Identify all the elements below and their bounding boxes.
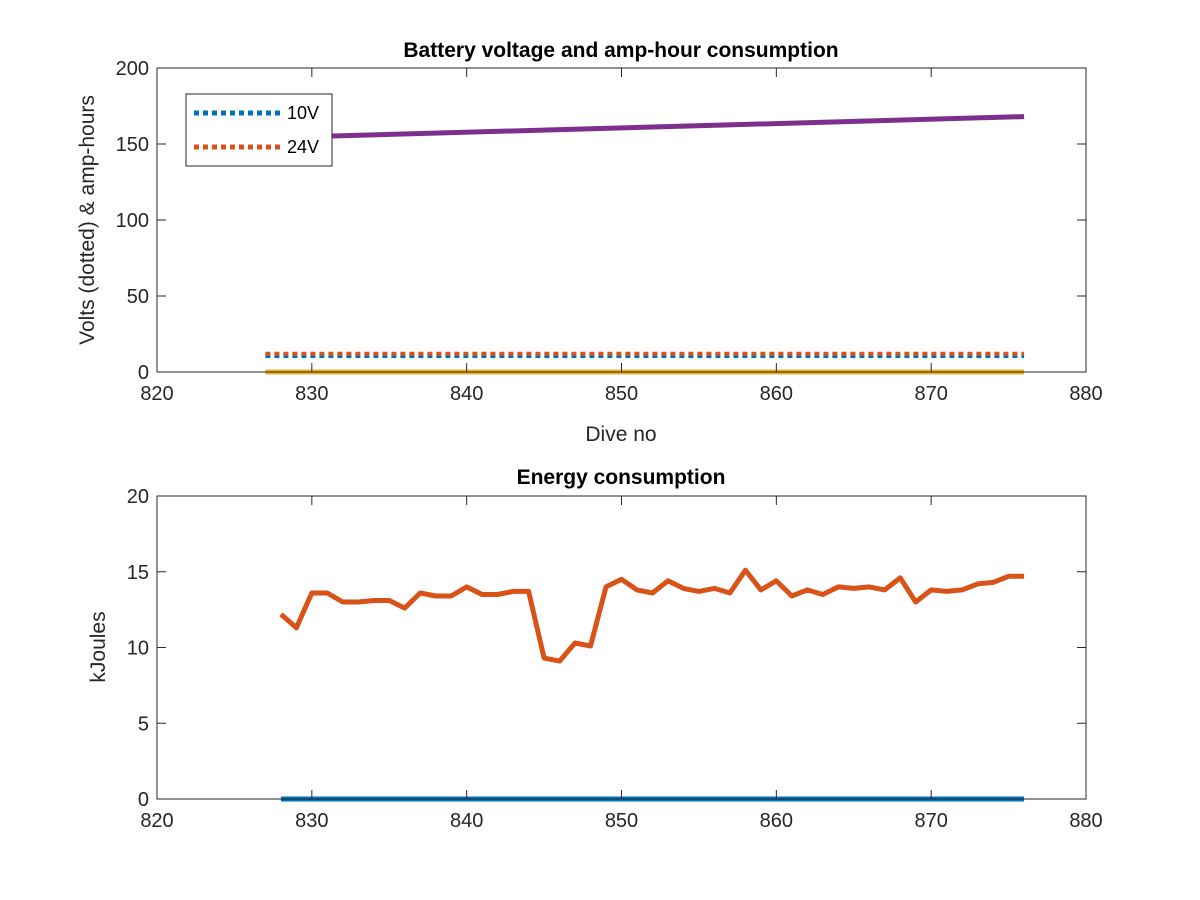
voltage-plot-xtick-label: 860 xyxy=(760,383,793,405)
energy-plot-series-1-line xyxy=(279,567,1025,664)
voltage-plot-xtick-label: 870 xyxy=(914,383,947,405)
energy-plot-xtick-label: 820 xyxy=(140,810,173,832)
energy-plot-xtick-label: 860 xyxy=(760,810,793,832)
voltage-plot-xtick-label: 830 xyxy=(295,383,328,405)
voltage-plot-xtick-label: 820 xyxy=(140,383,173,405)
energy-plot-xtick-label: 850 xyxy=(605,810,638,832)
voltage-plot-ytick-label: 50 xyxy=(127,286,149,308)
energy-plot-ytick-label: 20 xyxy=(127,486,149,508)
voltage-plot-ytick-label: 150 xyxy=(116,134,149,156)
energy-plot-ytick-label: 10 xyxy=(127,638,149,660)
legend-label-10v: 10V xyxy=(287,103,319,123)
voltage-plot-legend: 10V 24V xyxy=(185,93,333,167)
energy-plot-ytick-label: 15 xyxy=(127,562,149,584)
legend-label-24v: 24V xyxy=(287,137,319,157)
energy-plot-title: Energy consumption xyxy=(517,466,726,489)
voltage-plot-xtick-label: 850 xyxy=(605,383,638,405)
voltage-plot-ylabel: Volts (dotted) & amp-hours xyxy=(76,95,99,345)
energy-plot-ytick-label: 5 xyxy=(138,713,149,735)
energy-plot-xtick-label: 870 xyxy=(914,810,947,832)
energy-plot-xtick-label: 840 xyxy=(450,810,483,832)
voltage-plot-xtick-label: 880 xyxy=(1069,383,1102,405)
voltage-plot-title: Battery voltage and amp-hour consumption xyxy=(403,39,838,62)
energy-plot-ticks: 820 830 840 850 860 870 880 0 5 10 15 20 xyxy=(127,486,1103,832)
voltage-plot-ytick-label: 0 xyxy=(138,362,149,384)
voltage-plot-xlabel: Dive no xyxy=(585,423,656,446)
voltage-plot-xtick-label: 840 xyxy=(450,383,483,405)
energy-plot-frame xyxy=(156,495,1087,800)
voltage-amphour-axes: Battery voltage and amp-hour consumption… xyxy=(76,39,1103,446)
voltage-plot-ytick-label: 100 xyxy=(116,210,149,232)
energy-plot-xtick-label: 830 xyxy=(295,810,328,832)
voltage-plot-ytick-label: 200 xyxy=(116,58,149,80)
voltage-plot-ticks: 820 830 840 850 860 870 880 0 50 100 150 200 xyxy=(116,58,1103,405)
legend-box xyxy=(185,93,333,167)
voltage-plot-frame xyxy=(156,67,1087,373)
energy-plot-xtick-label: 880 xyxy=(1069,810,1102,832)
energy-axes: Energy consumption kJoules 820 830 840 850 8… xyxy=(87,466,1103,832)
energy-plot-ytick-label: 0 xyxy=(138,789,149,811)
voltage-plot-series-3-line xyxy=(265,114,1025,141)
energy-plot-ylabel: kJoules xyxy=(87,611,110,682)
